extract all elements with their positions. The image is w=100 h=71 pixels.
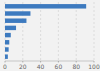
bar (5, 11, 30, 15)
grid-line (40, 2, 41, 61)
x-axis-line (5, 61, 94, 62)
bars (5, 4, 86, 59)
tick-label: 100 (88, 63, 100, 70)
bar (5, 47, 9, 51)
grid-line (22, 2, 23, 61)
bar (5, 18, 26, 22)
tick-label: 60 (55, 63, 63, 70)
chart: 0 20 40 60 80 100 (0, 0, 100, 71)
background (0, 0, 100, 71)
tick-label: 0 (3, 63, 7, 70)
tick-label: 80 (72, 63, 80, 70)
tick-label: 40 (37, 63, 45, 70)
bar (5, 4, 86, 8)
bar (5, 40, 9, 44)
grid-line (5, 2, 6, 61)
tick-label: 20 (19, 63, 27, 70)
bar (5, 54, 8, 58)
bar (5, 26, 16, 30)
grid-line (58, 2, 59, 61)
grid-line (94, 2, 95, 61)
bar (5, 33, 11, 37)
grid-line (76, 2, 77, 61)
